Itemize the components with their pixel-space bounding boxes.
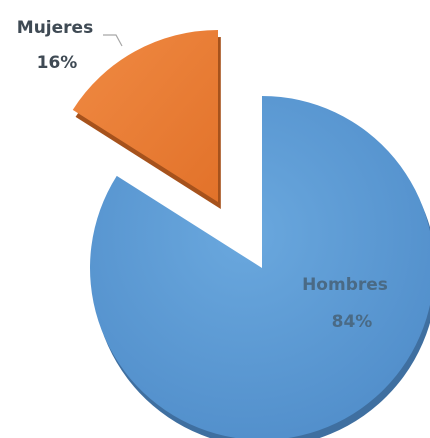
slice-percent-mujeres: 16% (37, 53, 78, 73)
slice-mujeres (72, 30, 218, 202)
slice-name-mujeres: Mujeres (17, 18, 93, 38)
slice-label-mujeres: Mujeres 16% (17, 18, 123, 73)
leader-line-mujeres (103, 34, 123, 47)
slice-hombres (90, 96, 430, 438)
slice-percent-hombres: 84% (332, 312, 373, 332)
slice-name-hombres: Hombres (302, 275, 388, 295)
slice-label-hombres: Hombres 84% (302, 275, 388, 332)
